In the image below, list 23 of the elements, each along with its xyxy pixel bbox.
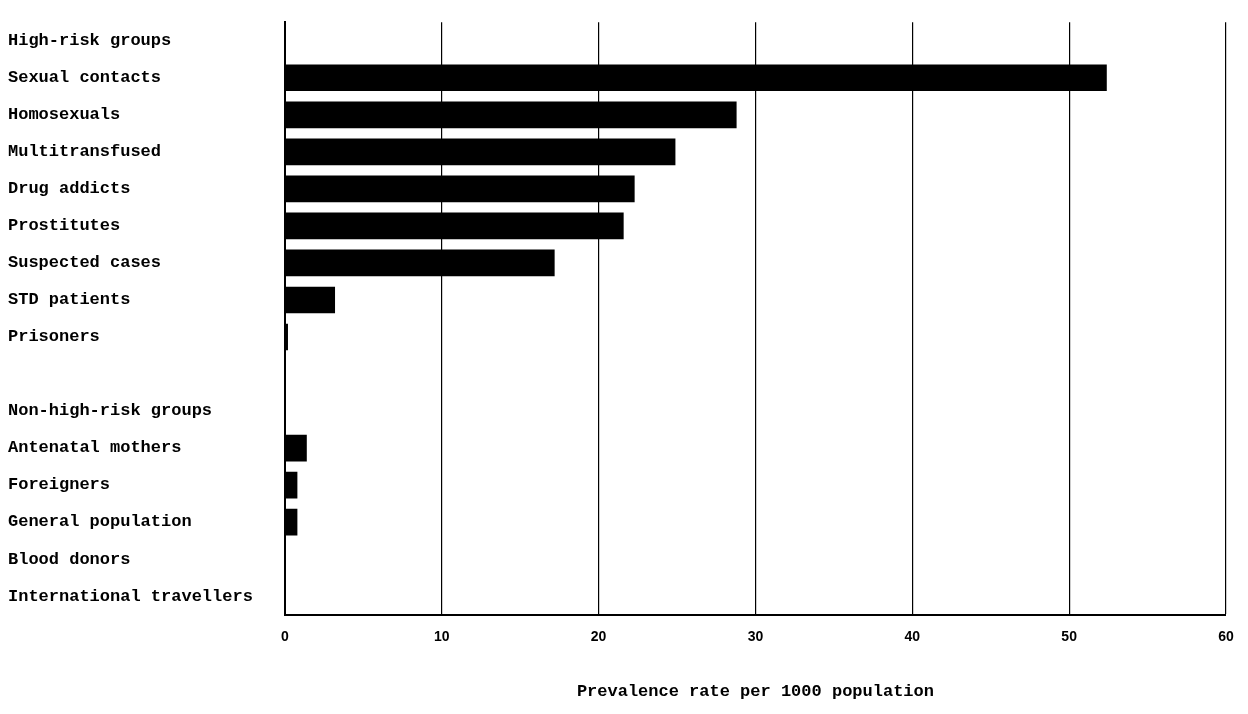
y-tick-label: Antenatal mothers [8, 438, 182, 458]
y-tick-label: Drug addicts [8, 179, 131, 199]
y-tick-label: Foreigners [8, 475, 111, 495]
x-tick-label: 30 [747, 628, 764, 645]
x-axis-title: Prevalence rate per 1000 population [576, 682, 934, 702]
y-tick-label: High-risk groups [8, 31, 172, 50]
y-tick-label: STD patients [8, 290, 131, 310]
y-tick-label: Non-high-risk groups [8, 401, 213, 421]
y-tick-label: Multitransfused [8, 142, 162, 162]
y-tick-label: Sexual contacts [8, 68, 162, 88]
y-tick-label: Homosexuals [8, 105, 121, 125]
y-tick-label: International travellers [8, 586, 253, 606]
y-tick-label: Prisoners [8, 327, 100, 347]
x-tick-label: 0 [280, 628, 289, 645]
x-tick-label: 50 [1061, 628, 1078, 645]
y-tick-label: Blood donors [8, 549, 131, 569]
y-tick-label: General population [8, 512, 192, 532]
y-tick-label: Suspected cases [8, 253, 162, 273]
x-tick-label: 10 [433, 628, 450, 645]
x-tick-label: 40 [904, 628, 921, 645]
y-tick-label: Prostitutes [8, 216, 121, 236]
x-tick-label: 60 [1218, 628, 1234, 645]
x-tick-label: 20 [590, 628, 607, 645]
